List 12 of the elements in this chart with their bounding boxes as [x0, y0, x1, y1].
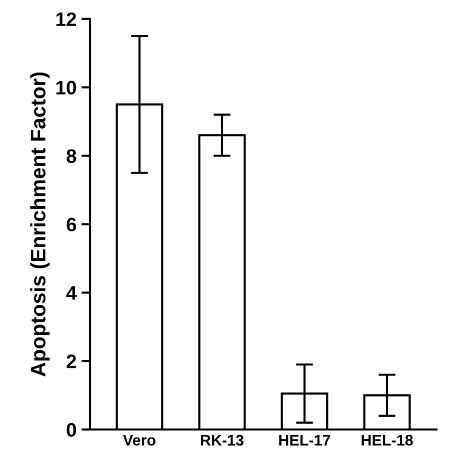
y-tick-label: 6 — [66, 218, 76, 232]
y-tick-label: 10 — [56, 80, 76, 95]
y-tick-label: 8 — [66, 149, 76, 163]
y-axis-title: Apoptosis (Enrichment Factor) — [30, 72, 50, 376]
x-tick-label: HEL-17 — [279, 434, 330, 446]
x-tick-label: Vero — [123, 434, 156, 446]
x-tick-label: RK-13 — [200, 434, 244, 446]
x-tick-label: HEL-18 — [362, 434, 413, 446]
y-tick-label: 0 — [66, 422, 76, 437]
y-tick-label: 12 — [56, 12, 76, 26]
y-tick-label: 2 — [66, 354, 76, 368]
y-tick-label: 4 — [66, 286, 77, 300]
